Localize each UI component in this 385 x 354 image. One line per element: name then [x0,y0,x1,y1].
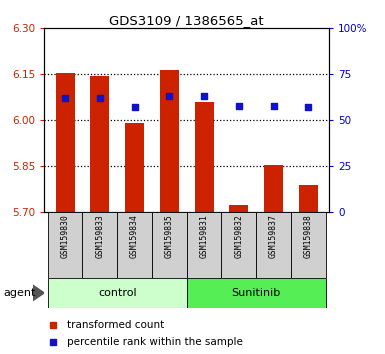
Bar [187,278,326,308]
Bar [117,212,152,278]
Text: transformed count: transformed count [67,320,164,330]
Bar [82,212,117,278]
Bar [194,102,214,212]
Bar [264,165,283,212]
Bar [90,76,109,212]
Point [62,96,68,101]
Text: GSM159831: GSM159831 [199,215,209,258]
Bar [256,212,291,278]
Bar [187,212,221,278]
Bar [291,212,326,278]
Bar [229,205,248,212]
Text: Sunitinib: Sunitinib [232,288,281,298]
Text: GSM159838: GSM159838 [304,215,313,258]
Bar [48,212,82,278]
Text: GSM159837: GSM159837 [269,215,278,258]
Bar [55,73,75,212]
Point [166,93,172,99]
Point [97,96,103,101]
Text: percentile rank within the sample: percentile rank within the sample [67,337,243,347]
Title: GDS3109 / 1386565_at: GDS3109 / 1386565_at [109,14,264,27]
Text: GSM159833: GSM159833 [95,215,104,258]
Text: GSM159832: GSM159832 [234,215,243,258]
Point [271,103,277,108]
Text: agent: agent [4,288,36,298]
Point [305,105,311,110]
Point [236,103,242,108]
Text: control: control [98,288,137,298]
Bar [125,124,144,212]
Bar [152,212,187,278]
Bar [48,278,187,308]
Bar [299,185,318,212]
Bar [221,212,256,278]
Point [201,93,207,99]
Point [132,105,138,110]
Text: GSM159830: GSM159830 [60,215,70,258]
Text: GSM159834: GSM159834 [130,215,139,258]
Text: GSM159835: GSM159835 [165,215,174,258]
Polygon shape [33,285,44,301]
Bar [160,70,179,212]
